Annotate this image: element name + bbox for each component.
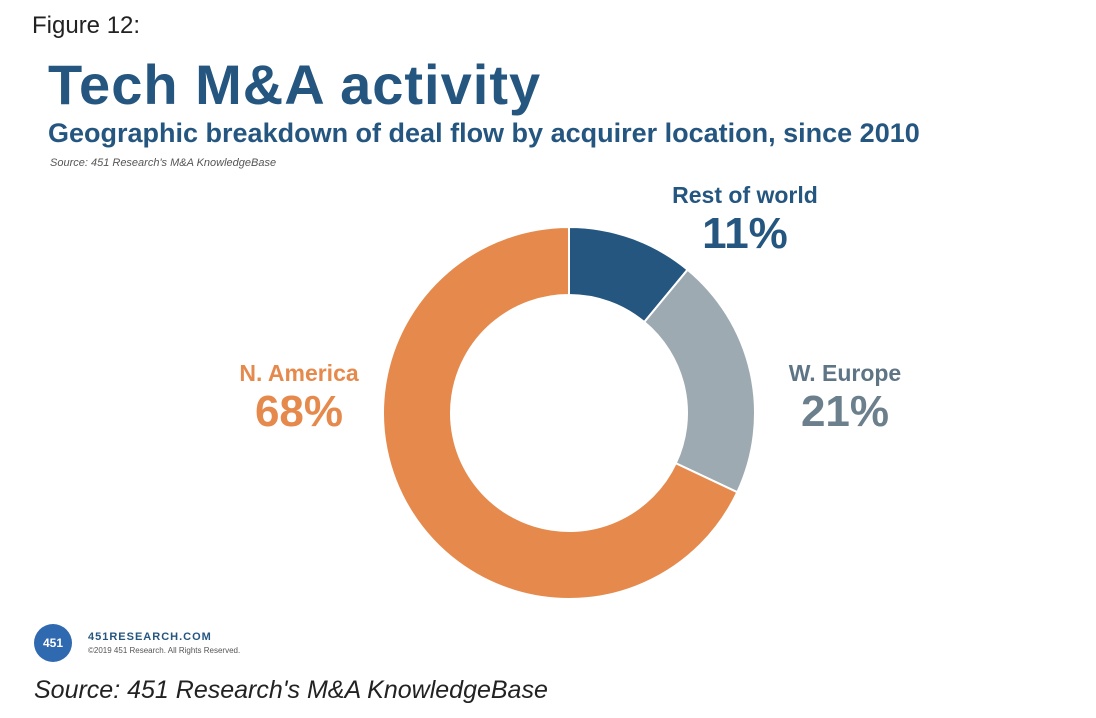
- label-n-america: N. America 68%: [214, 360, 384, 437]
- donut-slice-n-america: [382, 225, 739, 600]
- label-w-europe-value: 21%: [800, 387, 890, 436]
- logo-copyright-text: ©2019 451 Research. All Rights Reserved.: [88, 646, 241, 655]
- label-n-america-name: N. America: [239, 360, 359, 386]
- footer-source: Source: 451 Research's M&A KnowledgeBase: [34, 676, 548, 704]
- 451-logo-badge: 451: [34, 624, 72, 662]
- label-rest-of-world-name: Rest of world: [672, 182, 818, 208]
- chart-source-note: Source: 451 Research's M&A KnowledgeBase: [50, 157, 277, 169]
- chart-title: Tech M&A activity: [48, 53, 542, 116]
- label-rest-of-world-value: 11%: [702, 209, 788, 258]
- donut-slice-w-europe: [642, 268, 756, 494]
- label-n-america-value: 68%: [254, 387, 344, 436]
- figure-label: Figure 12:: [32, 12, 141, 39]
- label-w-europe: W. Europe 21%: [760, 360, 930, 437]
- logo-url-text: 451RESEARCH.COM: [88, 631, 212, 643]
- chart-subtitle: Geographic breakdown of deal flow by acq…: [48, 118, 920, 148]
- label-w-europe-name: W. Europe: [788, 360, 902, 386]
- label-rest-of-world: Rest of world 11%: [650, 182, 840, 259]
